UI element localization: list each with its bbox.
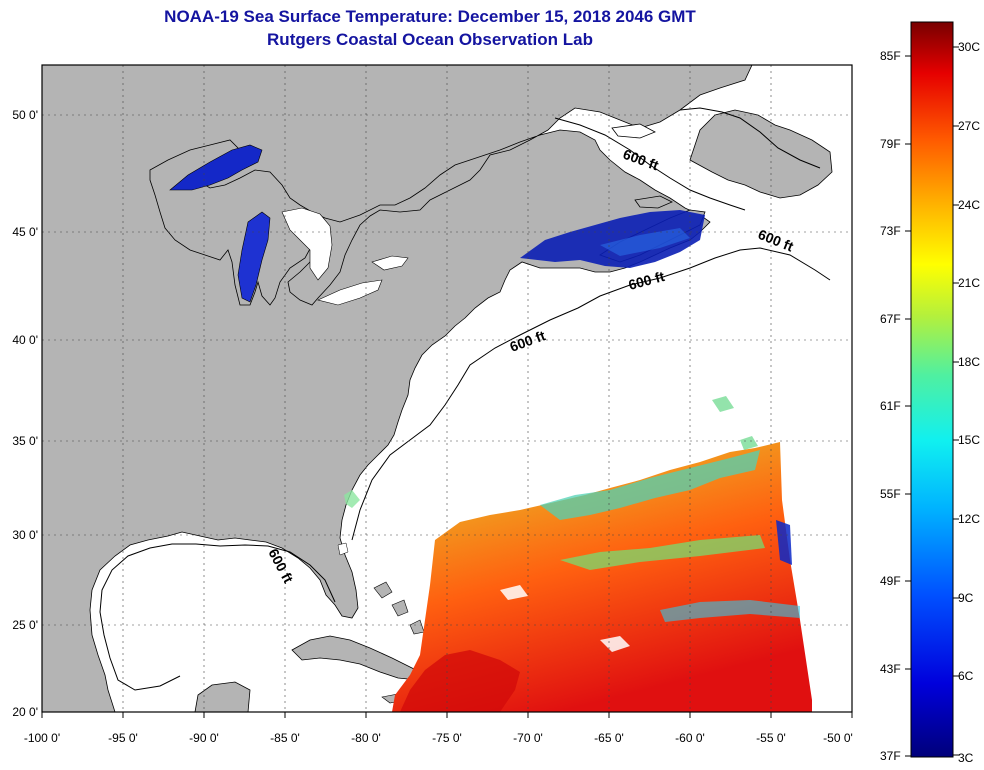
lon-label: -95 0' [108,731,138,745]
sst-cool-fringe [540,450,760,520]
lon-label: -60 0' [675,731,705,745]
isobath-600ft-laurentian [554,117,746,211]
sst-cold-gulf-of-maine [520,210,705,268]
colorbar [910,21,954,758]
lake-michigan [237,211,271,303]
lon-label: -100 0' [24,731,60,745]
sst-cloud-patch-2 [500,585,528,600]
map-subtitle: Rutgers Coastal Ocean Observation Lab [267,30,593,49]
lon-label: -90 0' [189,731,219,745]
land-yucatan [194,681,251,712]
lat-label: 30 0' [12,528,38,542]
map-title: NOAA-19 Sea Surface Temperature: Decembe… [164,7,696,26]
lon-tick-marks [41,712,853,718]
colorbar-c-ticks [953,46,959,756]
colorbar-f-label: 55F [880,487,901,501]
colorbar-f-label: 43F [880,662,901,676]
colorbar-f-label: 73F [880,224,901,238]
lake-ontario [371,255,409,271]
isobath-600ft-gulf-mexico [99,543,336,691]
sst-warm-swath [392,442,812,712]
colorbar-c-label: 12C [958,512,980,526]
colorbar-f-label: 61F [880,399,901,413]
lon-label: -50 0' [823,731,853,745]
lat-label: 50 0' [12,108,38,122]
lon-label: -65 0' [594,731,624,745]
land-anticosti [611,123,656,139]
sst-cloud-patch-1 [600,636,630,652]
colorbar-f-label: 49F [880,574,901,588]
colorbar-c-label: 27C [958,119,980,133]
lon-label: -85 0' [270,731,300,745]
lat-label: 35 0' [12,434,38,448]
lon-label: -55 0' [756,731,786,745]
lat-label: 40 0' [12,333,38,347]
lat-label: 25 0' [12,618,38,632]
colorbar-c-label: 30C [958,40,980,54]
lon-label: -75 0' [432,731,462,745]
lat-label: 20 0' [12,705,38,719]
colorbar-c-label: 15C [958,433,980,447]
colorbar-c-label: 3C [958,751,974,765]
land-pei [634,195,673,209]
lake-okeechobee [337,542,349,556]
lake-superior [169,144,263,191]
isobath-600ft-atlantic [351,247,831,541]
sst-green-north-blob [712,396,758,450]
lake-erie [317,279,383,306]
colorbar-c-label: 9C [958,591,974,605]
lon-label: -70 0' [513,731,543,745]
colorbar-c-label: 24C [958,198,980,212]
sst-blue-streaks [600,228,690,256]
lat-label: 45 0' [12,225,38,239]
colorbar-c-label: 6C [958,669,974,683]
lon-label: -80 0' [351,731,381,745]
land-north-america [42,65,753,712]
colorbar-c-label: 21C [958,276,980,290]
sst-green-streak [560,535,765,570]
lake-huron [281,207,333,281]
sst-coastal-green [344,490,360,508]
sst-hot-south [400,650,520,712]
sst-blue-patch-east [776,520,792,565]
colorbar-f-label: 79F [880,137,901,151]
sst-cyan-streak [660,600,800,622]
colorbar-f-ticks [905,55,911,757]
land-newfoundland [689,109,833,199]
isobath-600ft-labrador [679,107,821,169]
colorbar-f-label: 37F [880,749,901,763]
colorbar-c-label: 18C [958,355,980,369]
colorbar-f-label: 67F [880,312,901,326]
colorbar-f-label: 85F [880,49,901,63]
